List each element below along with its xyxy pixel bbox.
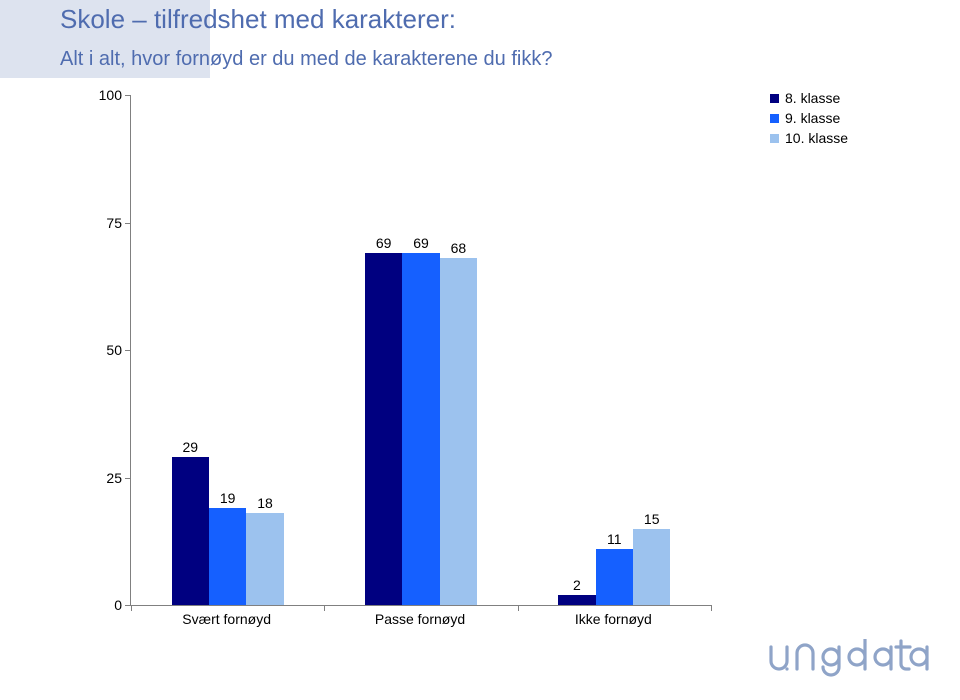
bar — [440, 258, 477, 605]
bar — [596, 549, 633, 605]
bar-value-label: 69 — [413, 235, 429, 253]
y-tick — [125, 478, 131, 479]
bar-value-label: 69 — [376, 235, 392, 253]
legend-item: 10. klasse — [770, 130, 848, 146]
bar-value-label: 18 — [257, 495, 273, 513]
y-tick — [125, 223, 131, 224]
bar — [246, 513, 283, 605]
legend-swatch — [770, 134, 779, 143]
x-category-label: Svært fornøyd — [182, 611, 271, 627]
y-tick-label: 25 — [106, 470, 122, 486]
bar-value-label: 19 — [220, 490, 236, 508]
legend-label: 8. klasse — [785, 90, 840, 106]
y-tick-label: 0 — [114, 597, 122, 613]
page-subtitle: Alt i alt, hvor fornøyd er du med de kar… — [60, 48, 552, 71]
bar — [633, 529, 670, 606]
y-tick-label: 50 — [106, 342, 122, 358]
plot-area: 29 19 18 69 69 68 2 11 15 — [130, 95, 711, 606]
bar — [402, 253, 439, 605]
bar-value-label: 29 — [182, 439, 198, 457]
legend-label: 10. klasse — [785, 130, 848, 146]
legend-item: 9. klasse — [770, 110, 848, 126]
x-tick — [131, 605, 132, 611]
bar-value-label: 15 — [644, 511, 660, 529]
bar-value-label: 11 — [607, 531, 622, 549]
legend-swatch — [770, 114, 779, 123]
bar-value-label: 2 — [573, 577, 581, 595]
bar — [209, 508, 246, 605]
bar — [172, 457, 209, 605]
x-tick — [711, 605, 712, 611]
y-tick-label: 100 — [99, 87, 122, 103]
x-tick — [324, 605, 325, 611]
bar-chart: 29191869696821115 0255075100Svært fornøy… — [90, 95, 710, 625]
y-tick — [125, 350, 131, 351]
legend-item: 8. klasse — [770, 90, 848, 106]
page-title: Skole – tilfredshet med karakterer: — [60, 4, 456, 35]
legend-swatch — [770, 94, 779, 103]
bar — [365, 253, 402, 605]
y-tick — [125, 95, 131, 96]
bar — [558, 595, 595, 605]
x-category-label: Passe fornøyd — [375, 611, 465, 627]
legend-label: 9. klasse — [785, 110, 840, 126]
x-tick — [518, 605, 519, 611]
bar-value-label: 68 — [451, 240, 467, 258]
legend: 8. klasse 9. klasse 10. klasse — [770, 90, 848, 150]
x-category-label: Ikke fornøyd — [575, 611, 652, 627]
y-tick-label: 75 — [106, 215, 122, 231]
logo — [765, 639, 930, 682]
